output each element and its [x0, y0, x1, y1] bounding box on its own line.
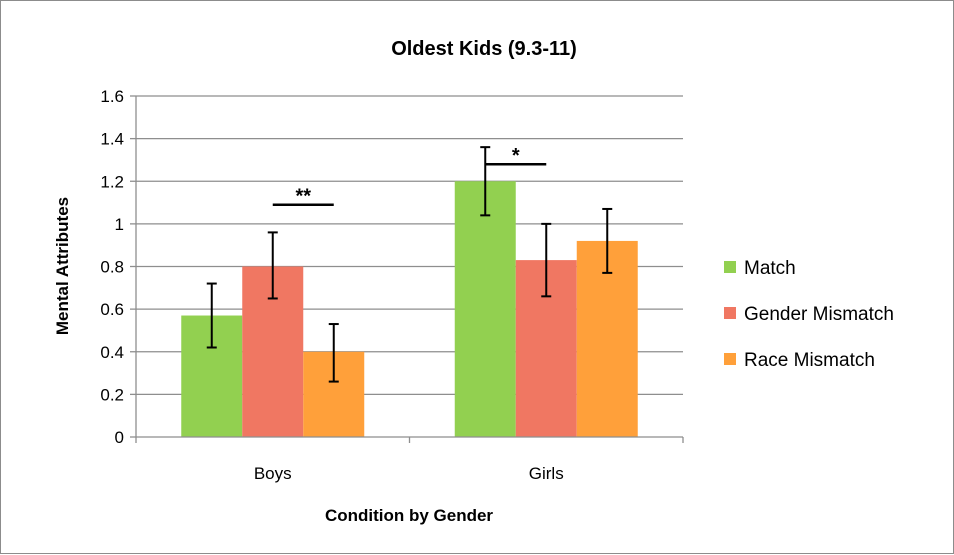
- bar-match: [454, 181, 516, 437]
- significance-annotations: ***: [272, 145, 547, 208]
- legend-swatch: [724, 261, 736, 273]
- y-tick-label: 0.8: [100, 258, 124, 277]
- x-tick-label: Girls: [529, 464, 564, 483]
- y-tick-label: 1.2: [100, 172, 124, 191]
- legend-swatch: [724, 353, 736, 365]
- chart-title: Oldest Kids (9.3-11): [391, 38, 577, 60]
- y-axis-title: Mental Attributes: [53, 197, 72, 335]
- x-tick-label: Boys: [254, 464, 292, 483]
- x-axis-title: Condition by Gender: [325, 506, 493, 525]
- y-tick-labels: 0 0.2 0.4 0.6 0.8 1 1.2 1.4 1.6: [100, 87, 124, 447]
- legend-label: Gender Mismatch: [744, 304, 894, 325]
- y-tick-label: 1: [115, 215, 124, 234]
- y-tick-label: 0.4: [100, 343, 124, 362]
- error-bars: [206, 146, 613, 383]
- significance-label: *: [512, 145, 520, 167]
- y-tick-label: 0.2: [100, 385, 124, 404]
- bars: [181, 181, 638, 437]
- y-tick-label: 1.6: [100, 87, 124, 106]
- axes: [135, 96, 684, 443]
- y-tick-label: 0: [115, 428, 124, 447]
- y-tick-label: 0.6: [100, 300, 124, 319]
- x-tick-labels: Boys Girls: [254, 464, 564, 483]
- legend-swatch: [724, 307, 736, 319]
- y-tick-label: 1.4: [100, 130, 124, 149]
- significance-label: **: [295, 186, 311, 208]
- legend: Match Gender Mismatch Race Mismatch: [724, 258, 894, 371]
- legend-label: Match: [744, 258, 796, 279]
- legend-label: Race Mismatch: [744, 350, 875, 371]
